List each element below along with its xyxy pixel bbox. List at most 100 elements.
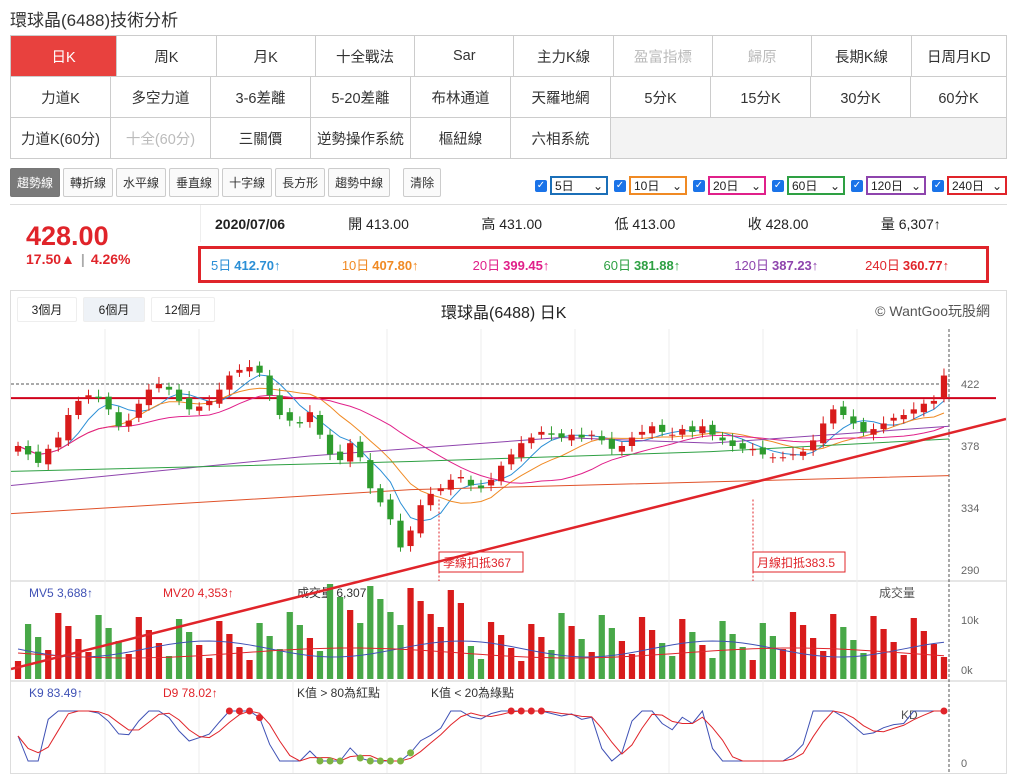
ma-period-select[interactable]: 20日 ⌄ <box>708 176 766 195</box>
volume-bar <box>588 652 595 679</box>
ma-selectors: ✓ 5日 ⌄ ✓ 10日 ⌄ ✓ 20日 ⌄ ✓ 60日 ⌄ ✓ 120日 ⌄ ✓ 240日 ⌄ <box>535 176 1007 195</box>
candle-body <box>638 431 646 435</box>
volume-value: 量 6,307↑ <box>880 215 941 232</box>
tool-0[interactable]: 趨勢線 <box>10 168 61 197</box>
volume-bar <box>769 636 776 679</box>
tab-2-5[interactable]: 六相系統 <box>511 118 611 159</box>
checkbox-icon[interactable]: ✓ <box>693 179 705 192</box>
tab-2-2[interactable]: 三關價 <box>211 118 311 159</box>
range-6m[interactable]: 6個月 <box>83 297 145 322</box>
tool-5[interactable]: 長方形 <box>275 168 326 197</box>
candle-body <box>326 434 334 455</box>
tab-0-3[interactable]: 十全戰法 <box>315 36 416 77</box>
kd-green-dot <box>376 757 384 765</box>
range-12m[interactable]: 12個月 <box>151 297 215 322</box>
ma-values-box: 5日 412.70↑ 10日 407.80↑ 20日 399.45↑ 60日 381.88↑ 1… <box>198 246 989 283</box>
volume-bar <box>347 610 354 679</box>
volume-bar <box>186 632 193 679</box>
price-tick: 378 <box>961 441 979 453</box>
candle-body <box>367 460 374 489</box>
tab-0-2[interactable]: 月K <box>216 36 316 77</box>
ma-period-label: 5日 <box>555 179 574 193</box>
tab-0-8[interactable]: 長期K線 <box>812 36 912 77</box>
tab-2-4[interactable]: 樞紐線 <box>411 118 511 159</box>
tab-1-1[interactable]: 多空力道 <box>111 77 211 118</box>
chevron-down-icon: ⌄ <box>991 178 1002 193</box>
candle-body <box>910 409 917 414</box>
tab-0-5[interactable]: 主力K線 <box>514 36 614 77</box>
candle-body <box>175 389 183 401</box>
ma-label: 60日 <box>603 258 631 273</box>
candle-body <box>719 437 726 441</box>
tab-1-4[interactable]: 布林通道 <box>411 77 511 118</box>
page-title: 環球晶(6488)技術分析 <box>10 11 179 30</box>
chevron-down-icon: ⌄ <box>829 178 840 193</box>
tab-2-0[interactable]: 力道K(60分) <box>11 118 111 159</box>
tab-1-3[interactable]: 5-20差離 <box>311 77 411 118</box>
tab-0-6[interactable]: 盈富指標 <box>613 36 714 77</box>
tab-1-0[interactable]: 力道K <box>11 77 111 118</box>
volume-bar <box>729 634 736 679</box>
ma-period-select[interactable]: 120日 ⌄ <box>866 176 926 195</box>
candle-body <box>316 415 324 435</box>
tab-1-8[interactable]: 30分K <box>811 77 911 118</box>
tool-7[interactable]: 清除 <box>403 168 442 197</box>
ma-period-select[interactable]: 5日 ⌄ <box>550 176 608 195</box>
candle-body <box>135 403 142 418</box>
tool-6[interactable]: 趨勢中線 <box>328 168 391 197</box>
ma-period-select[interactable]: 240日 ⌄ <box>947 176 1007 195</box>
candle-body <box>296 422 303 424</box>
candle-body <box>669 434 676 436</box>
tab-1-9[interactable]: 60分K <box>911 77 1007 118</box>
candle-body <box>397 520 404 548</box>
tab-1-6[interactable]: 5分K <box>611 77 711 118</box>
tool-2[interactable]: 水平線 <box>116 168 167 197</box>
volume-bar <box>226 634 233 679</box>
ma-period-label: 60日 <box>792 179 818 193</box>
ma-period-select[interactable]: 10日 ⌄ <box>629 176 687 195</box>
range-3m[interactable]: 3個月 <box>17 297 77 322</box>
tool-1[interactable]: 轉折線 <box>63 168 114 197</box>
tab-0-0[interactable]: 日K <box>11 36 118 77</box>
volume-bar <box>578 639 585 679</box>
checkbox-icon[interactable]: ✓ <box>535 179 547 192</box>
tab-2-1[interactable]: 十全(60分) <box>111 118 211 159</box>
price-tick: 422 <box>961 379 979 391</box>
volume-tick: 10k <box>961 615 979 627</box>
tab-0-4[interactable]: Sar <box>415 36 515 77</box>
checkbox-icon[interactable]: ✓ <box>932 179 944 192</box>
volume-bar <box>437 627 444 679</box>
volume-bar <box>276 649 283 679</box>
volume-bar <box>679 619 686 679</box>
candle-body <box>830 409 837 424</box>
volume-bar <box>820 651 827 679</box>
ma-period-select[interactable]: 60日 ⌄ <box>787 176 845 195</box>
tab-1-5[interactable]: 天羅地網 <box>511 77 611 118</box>
candle-body <box>689 426 696 432</box>
tab-1-2[interactable]: 3-6差離 <box>211 77 311 118</box>
tab-0-1[interactable]: 周K <box>117 36 217 77</box>
tab-1-7[interactable]: 15分K <box>711 77 811 118</box>
checkbox-icon[interactable]: ✓ <box>614 179 626 192</box>
candle-body <box>467 479 475 486</box>
mv20-line <box>17 647 944 659</box>
volume-bar <box>316 651 324 679</box>
tool-3[interactable]: 垂直線 <box>169 168 220 197</box>
checkbox-icon[interactable]: ✓ <box>851 179 863 192</box>
tab-0-9[interactable]: 日周月KD <box>911 36 1007 77</box>
kd-green-dot <box>396 757 404 765</box>
tab-0-7[interactable]: 歸原 <box>713 36 813 77</box>
volume-bar <box>689 632 696 679</box>
candle-body <box>226 375 233 390</box>
checkbox-icon[interactable]: ✓ <box>772 179 784 192</box>
candle-body <box>216 389 223 404</box>
candle-body <box>477 485 485 489</box>
candle-body <box>105 396 112 410</box>
volume-bar <box>155 643 163 679</box>
candle-body <box>739 443 746 449</box>
tab-2-3[interactable]: 逆勢操作系統 <box>311 118 411 159</box>
volume-bar <box>35 637 42 679</box>
tool-4[interactable]: 十字線 <box>222 168 273 197</box>
candle-body <box>789 454 797 456</box>
kd-title: KD <box>901 708 918 722</box>
